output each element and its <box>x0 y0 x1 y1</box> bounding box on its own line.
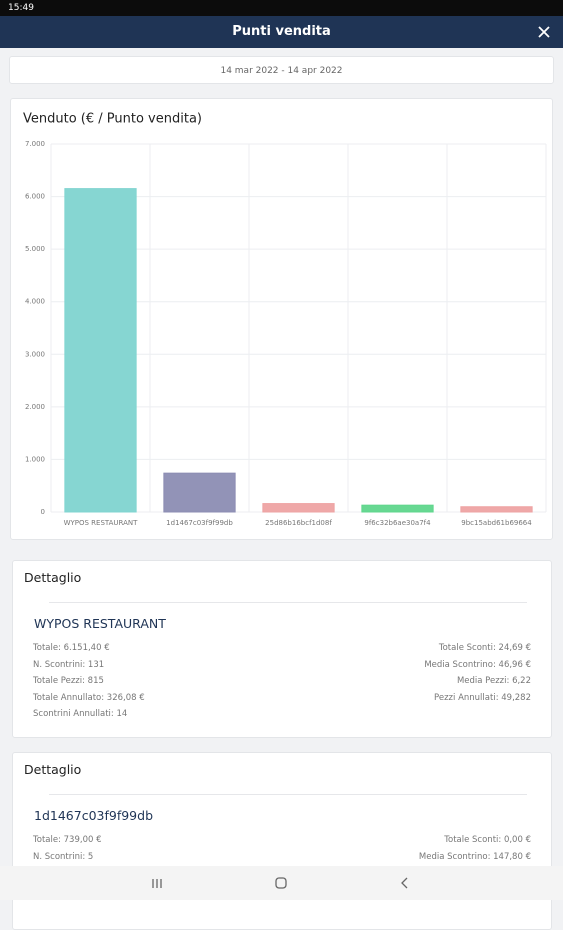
nav-bar <box>0 866 563 900</box>
y-tick-label: 7.000 <box>25 140 45 148</box>
bar <box>361 504 434 513</box>
y-tick-label: 4.000 <box>25 298 45 306</box>
detail-item: Media Pezzi: 6,22 <box>456 676 531 686</box>
detail-item: Totale: 6.151,40 € <box>33 643 110 653</box>
detail-heading: Dettaglio <box>24 570 82 585</box>
y-tick-label: 6.000 <box>25 193 45 201</box>
divider <box>49 602 527 603</box>
bar <box>64 188 137 513</box>
y-tick-label: 3.000 <box>25 350 45 358</box>
store-name: 1d1467c03f9f99db <box>34 808 154 823</box>
bar <box>262 503 335 513</box>
detail-item: N. Scontrini: 131 <box>33 659 105 670</box>
x-tick-label: 9f6c32b6ae30a7f4 <box>364 519 431 527</box>
detail-item: Totale Sconti: 0,00 € <box>444 835 531 845</box>
header-title: Punti vendita <box>232 24 331 39</box>
detail-item: Totale: 739,00 € <box>33 835 102 845</box>
detail-item: Media Scontrino: 147,80 € <box>418 851 531 862</box>
detail-item: N. Scontrini: 5 <box>33 851 94 862</box>
detail-heading: Dettaglio <box>24 762 82 777</box>
detail-card: Dettaglio 1d1467c03f9f99db Totale: 739,00 … <box>12 752 552 930</box>
y-tick-label: 2.000 <box>25 403 45 411</box>
detail-card: Dettaglio WYPOS RESTAURANT Totale: 6.151,4… <box>12 560 552 738</box>
chart: Venduto (€ / Punto vendita) 0 1.000 2.000 3… <box>23 112 547 527</box>
back-button[interactable] <box>401 877 408 889</box>
detail-item: Pezzi Annullati: 49,282 <box>434 692 531 703</box>
home-button[interactable] <box>275 877 287 889</box>
detail-item: Media Scontrino: 46,96 € <box>424 659 531 670</box>
bar <box>163 472 236 513</box>
detail-item: Scontrini Annullati: 14 <box>33 709 128 719</box>
y-tick-label: 5.000 <box>25 245 45 253</box>
y-tick-label: 1.000 <box>25 455 45 463</box>
detail-item: Totale Annullato: 326,08 € <box>33 692 145 703</box>
date-range[interactable]: 14 mar 2022 - 14 apr 2022 <box>9 56 554 84</box>
chart-card: Venduto (€ / Punto vendita) 0 1.000 2.000 3… <box>10 98 553 540</box>
x-tick-label: 9bc15abd61b69664 <box>461 519 532 527</box>
status-bar: 15:49 <box>0 0 563 16</box>
header: Punti vendita <box>0 16 563 48</box>
detail-item: Totale Pezzi: 815 <box>33 676 104 686</box>
y-tick-label: 0 <box>41 508 45 516</box>
close-button[interactable] <box>538 26 550 38</box>
chart-title: Venduto (€ / Punto vendita) <box>23 112 202 127</box>
detail-item: Totale Sconti: 24,69 € <box>438 643 531 653</box>
x-tick-label: WYPOS RESTAURANT <box>64 519 139 527</box>
nav-icons <box>152 877 408 889</box>
x-tick-label: 25d86b16bcf1d08f <box>265 519 332 527</box>
divider <box>49 794 527 795</box>
bar <box>460 506 533 513</box>
recent-button[interactable] <box>152 879 162 888</box>
store-name: WYPOS RESTAURANT <box>34 616 166 631</box>
clock: 15:49 <box>8 3 34 13</box>
x-tick-label: 1d1467c03f9f99db <box>166 519 233 527</box>
